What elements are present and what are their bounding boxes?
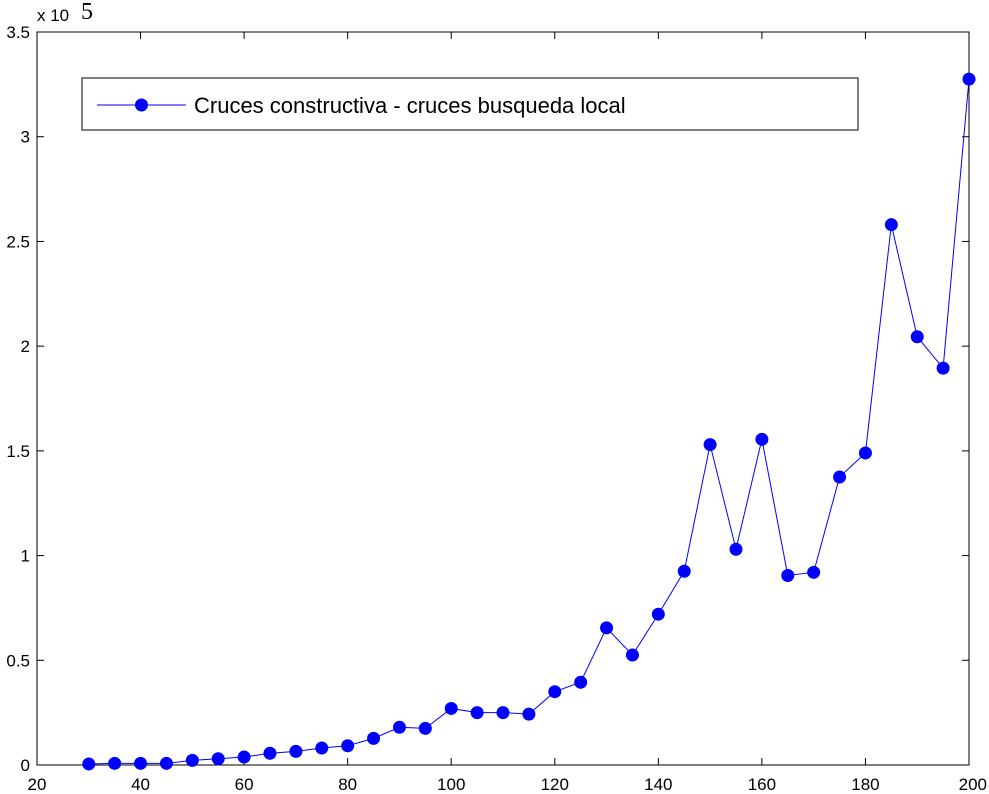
y-multiplier-base: x 10 — [37, 6, 69, 25]
x-tick-label: 200 — [959, 775, 987, 794]
data-point — [367, 731, 381, 745]
y-tick-label: 2 — [21, 337, 30, 356]
legend-box — [81, 77, 859, 131]
y-tick-label: 0.5 — [6, 651, 30, 670]
data-point — [574, 675, 588, 689]
y-axis-multiplier: x 10 5 — [37, 0, 93, 25]
data-point — [755, 432, 769, 446]
data-point — [548, 685, 562, 699]
y-tick-label: 3 — [21, 128, 30, 147]
x-tick-label: 120 — [541, 775, 569, 794]
x-axis: 20 40 60 80 100 120 140 160 180 200 — [28, 32, 987, 794]
data-point — [703, 438, 717, 452]
y-multiplier-power: 5 — [81, 0, 93, 25]
y-tick-label: 1 — [21, 547, 30, 566]
data-point — [600, 621, 614, 635]
data-point — [392, 720, 406, 734]
data-point — [884, 218, 898, 232]
x-tick-label: 40 — [131, 775, 150, 794]
data-point — [936, 361, 950, 375]
x-tick-label: 60 — [235, 775, 254, 794]
data-point — [159, 756, 173, 770]
plot-area — [36, 31, 970, 766]
x-tick-label: 80 — [338, 775, 357, 794]
x-tick-label: 100 — [437, 775, 465, 794]
data-point — [263, 746, 277, 760]
x-tick-label: 160 — [748, 775, 776, 794]
data-point — [910, 330, 924, 344]
legend-entry-label: Cruces constructiva - cruces busqueda lo… — [194, 93, 626, 118]
data-point — [781, 568, 795, 582]
data-point — [315, 741, 329, 755]
data-point — [418, 721, 432, 735]
series-layer — [82, 72, 976, 771]
x-tick-label: 20 — [28, 775, 47, 794]
y-tick-label: 2.5 — [6, 232, 30, 251]
data-point — [858, 446, 872, 460]
data-point — [341, 739, 355, 753]
legend-marker-sample — [135, 98, 148, 112]
data-point — [185, 753, 199, 767]
data-point — [625, 648, 639, 662]
data-point — [82, 757, 96, 771]
data-point — [807, 565, 821, 579]
data-point — [729, 542, 743, 556]
y-tick-label: 0 — [21, 756, 30, 775]
data-point — [444, 701, 458, 715]
legend: Cruces constructiva - cruces busqueda lo… — [81, 77, 859, 131]
data-point — [289, 744, 303, 758]
data-point — [833, 470, 847, 484]
y-tick-label: 3.5 — [6, 23, 30, 42]
x-tick-label: 180 — [851, 775, 879, 794]
data-point — [522, 707, 536, 721]
data-point — [651, 607, 665, 621]
data-point — [211, 752, 225, 766]
data-point — [962, 72, 976, 86]
data-point — [496, 706, 510, 720]
data-point — [470, 706, 484, 720]
x-tick-label: 140 — [644, 775, 672, 794]
data-point — [677, 564, 691, 578]
y-axis: 0 0.5 1 1.5 2 2.5 3 3.5 — [6, 23, 969, 775]
data-point — [237, 750, 251, 764]
data-point — [108, 756, 122, 770]
data-point — [134, 756, 148, 770]
y-tick-label: 1.5 — [6, 442, 30, 461]
